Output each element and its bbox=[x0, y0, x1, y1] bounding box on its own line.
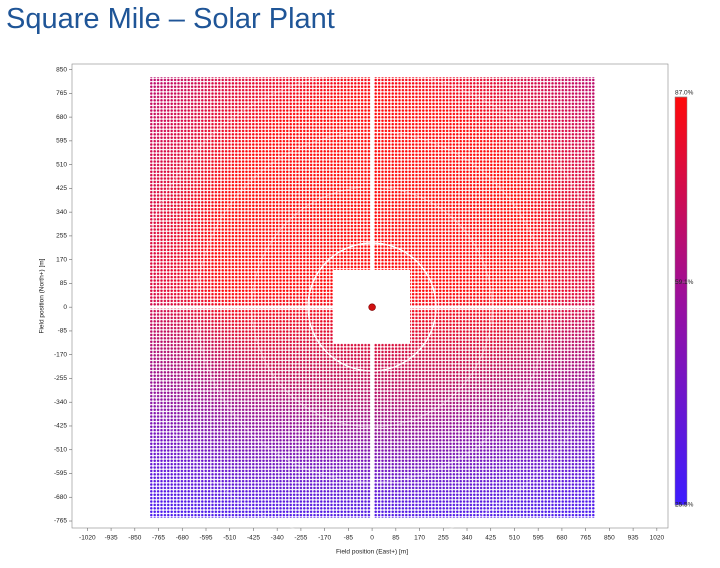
y-tick-label: -425 bbox=[54, 423, 67, 430]
colorbar-tick-label: 25.5% bbox=[675, 502, 694, 509]
chart-title: Square Mile – Solar Plant bbox=[6, 3, 335, 35]
y-tick-label: -510 bbox=[54, 446, 67, 453]
y-tick-label: 170 bbox=[56, 256, 67, 263]
y-tick-label: 0 bbox=[63, 304, 67, 311]
colorbar bbox=[674, 96, 688, 506]
y-tick-label: 850 bbox=[56, 66, 67, 73]
y-tick-label: -765 bbox=[54, 518, 67, 525]
x-tick-label: 0 bbox=[370, 535, 374, 542]
y-tick-label: 595 bbox=[56, 138, 67, 145]
y-tick-label: 85 bbox=[60, 280, 68, 287]
x-tick-label: 850 bbox=[604, 535, 615, 542]
tower bbox=[368, 303, 376, 311]
y-tick-label: 765 bbox=[56, 90, 67, 97]
y-tick-label: 255 bbox=[56, 233, 67, 240]
x-tick-label: -850 bbox=[128, 535, 141, 542]
y-tick-label: -595 bbox=[54, 470, 67, 477]
y-tick-label: -340 bbox=[54, 399, 67, 406]
x-tick-label: -510 bbox=[223, 535, 236, 542]
y-tick-label: -85 bbox=[58, 328, 68, 335]
x-tick-label: -680 bbox=[176, 535, 189, 542]
x-tick-label: -85 bbox=[344, 535, 354, 542]
x-tick-label: 935 bbox=[628, 535, 639, 542]
x-tick-label: -425 bbox=[247, 535, 260, 542]
x-tick-label: -595 bbox=[199, 535, 212, 542]
x-tick-label: -935 bbox=[105, 535, 118, 542]
y-tick-label: 510 bbox=[56, 161, 67, 168]
x-tick-label: 255 bbox=[438, 535, 449, 542]
x-tick-label: 510 bbox=[509, 535, 520, 542]
x-tick-label: -765 bbox=[152, 535, 165, 542]
x-tick-label: -340 bbox=[271, 535, 284, 542]
x-tick-label: 425 bbox=[485, 535, 496, 542]
y-tick-label: -255 bbox=[54, 375, 67, 382]
y-tick-label: 340 bbox=[56, 209, 67, 216]
x-tick-label: -1020 bbox=[79, 535, 96, 542]
x-tick-label: 85 bbox=[392, 535, 400, 542]
colorbar-tick-label: 87.0% bbox=[675, 90, 694, 97]
x-tick-label: 595 bbox=[533, 535, 544, 542]
x-tick-label: 1020 bbox=[650, 535, 665, 542]
colorbar-tick-label: 59.1% bbox=[675, 279, 694, 286]
y-tick-label: -170 bbox=[54, 351, 67, 358]
y-tick-label: 425 bbox=[56, 185, 67, 192]
x-tick-label: -170 bbox=[318, 535, 331, 542]
x-tick-label: 170 bbox=[414, 535, 425, 542]
x-axis-label: Field position (East+) [m] bbox=[336, 549, 408, 556]
y-tick-label: 680 bbox=[56, 114, 67, 121]
x-tick-label: 340 bbox=[462, 535, 473, 542]
y-tick-label: -680 bbox=[54, 494, 67, 501]
y-axis-label: Field position (North+) [m] bbox=[39, 258, 46, 333]
x-tick-label: 680 bbox=[556, 535, 567, 542]
x-tick-label: -255 bbox=[294, 535, 307, 542]
x-tick-label: 765 bbox=[580, 535, 591, 542]
